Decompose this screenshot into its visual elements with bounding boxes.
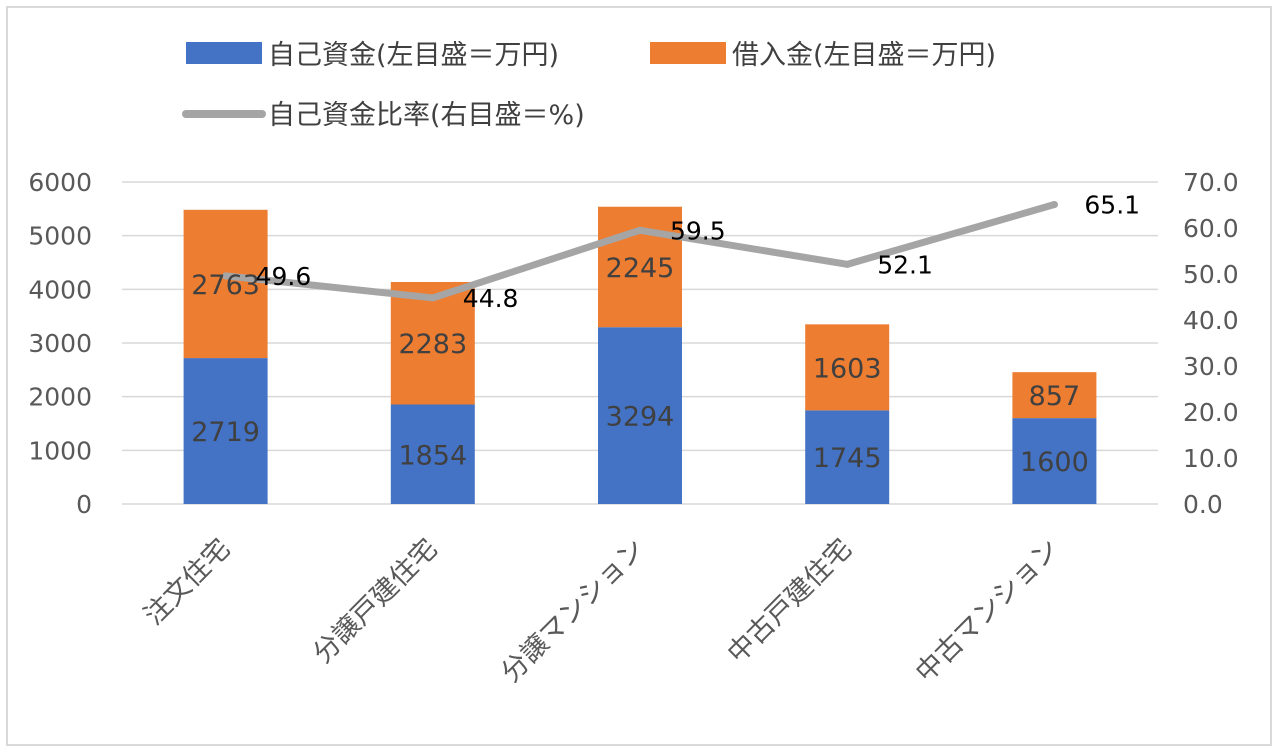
ratio-label: 59.5	[670, 216, 726, 245]
bar-own-funds-label: 2719	[191, 417, 260, 448]
bar-own-funds-label: 1600	[1020, 447, 1089, 478]
legend: 自己資金(左目盛＝万円) 借入金(左目盛＝万円) 自己資金比率(右目盛＝%)	[182, 40, 996, 131]
ratio-point	[1050, 201, 1058, 209]
bar-loan-label: 2283	[398, 329, 467, 360]
right-tick-label: 30.0	[1183, 352, 1239, 381]
left-tick-label: 5000	[28, 222, 92, 251]
data-labels: 2719 2763 1854 2283 3294 2245 1745 1603 1600 857 4…	[191, 191, 1140, 479]
right-tick-label: 50.0	[1183, 260, 1239, 289]
left-tick-label: 2000	[28, 383, 92, 412]
right-tick-label: 70.0	[1183, 168, 1239, 197]
bar-own-funds-label: 1745	[813, 443, 882, 474]
category-label: 中古戸建住宅	[722, 533, 858, 669]
ratio-label: 52.1	[877, 250, 933, 279]
bar-own-funds	[805, 410, 890, 504]
bar-own-funds	[1012, 418, 1097, 504]
ratio-label: 44.8	[463, 284, 519, 313]
legend-swatch-loan	[650, 42, 726, 64]
bar-loan	[390, 281, 475, 405]
category-label: 分譲マンション	[495, 533, 651, 689]
ratio-label: 65.1	[1084, 191, 1140, 220]
right-tick-label: 0.0	[1183, 490, 1223, 519]
bar-loan	[1012, 372, 1097, 419]
right-tick-label: 10.0	[1183, 444, 1239, 473]
bar-loan-label: 2763	[191, 270, 260, 301]
right-axis-ticks: 0.0 10.0 20.0 30.0 40.0 50.0 60.0 70.0	[1183, 168, 1239, 519]
bar-own-funds	[390, 404, 475, 504]
bar-own-funds-label: 3294	[606, 402, 675, 433]
legend-label-loan: 借入金(左目盛＝万円)	[732, 40, 996, 71]
right-tick-label: 20.0	[1183, 398, 1239, 427]
ratio-point	[843, 260, 851, 268]
right-tick-label: 40.0	[1183, 306, 1239, 335]
right-tick-label: 60.0	[1183, 214, 1239, 243]
left-tick-label: 4000	[28, 275, 92, 304]
left-tick-label: 0	[76, 490, 92, 519]
ratio-point	[429, 294, 437, 302]
ratio-point	[222, 272, 230, 280]
ratio-label: 49.6	[256, 262, 312, 291]
category-label: 注文住宅	[138, 533, 236, 631]
bar-own-funds-label: 1854	[398, 440, 467, 471]
left-tick-label: 1000	[28, 436, 92, 465]
bar-loan-label: 1603	[813, 353, 882, 384]
category-label: 分譲戸建住宅	[307, 533, 443, 669]
left-axis-ticks: 0 1000 2000 3000 4000 5000 6000	[28, 168, 92, 519]
ratio-line	[222, 201, 1058, 302]
ratio-point	[636, 226, 644, 234]
bar-loan-label: 857	[1029, 381, 1081, 412]
legend-swatch-own-funds	[186, 42, 262, 64]
bars	[183, 206, 1097, 504]
bar-loan	[805, 324, 890, 411]
bar-own-funds	[598, 327, 682, 504]
bar-loan-label: 2245	[606, 253, 675, 284]
bar-own-funds	[183, 358, 268, 504]
left-tick-label: 6000	[28, 168, 92, 197]
left-tick-label: 3000	[28, 329, 92, 358]
legend-label-own-funds: 自己資金(左目盛＝万円)	[268, 40, 559, 71]
legend-label-ratio: 自己資金比率(右目盛＝%)	[268, 100, 585, 131]
category-label: 中古マンション	[910, 533, 1066, 689]
category-labels: 注文住宅 分譲戸建住宅 分譲マンション 中古戸建住宅 中古マンション	[138, 533, 1065, 689]
bar-loan	[183, 209, 268, 359]
